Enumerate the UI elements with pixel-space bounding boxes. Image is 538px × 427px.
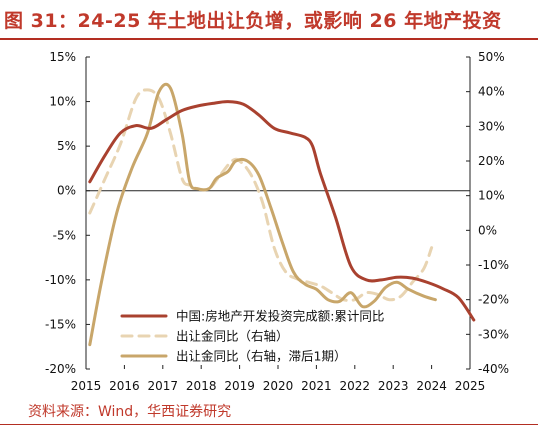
left-tick-label: -5% — [53, 228, 76, 242]
left-tick-label: 10% — [49, 95, 76, 109]
axes — [85, 56, 471, 370]
bottom-divider — [0, 424, 538, 425]
x-tick-label: 2016 — [109, 379, 140, 393]
source-note: 资料来源：Wind，华西证券研究 — [28, 404, 232, 420]
right-tick-label: 30% — [478, 119, 505, 133]
x-tick-label: 2018 — [186, 379, 217, 393]
left-tick-label: -15% — [45, 317, 76, 331]
series-line-1 — [88, 88, 434, 303]
left-tick-label: 15% — [49, 50, 76, 64]
right-tick-label: 20% — [478, 154, 505, 168]
x-tick-label: 2017 — [148, 379, 179, 393]
right-tick-label: -10% — [478, 258, 509, 272]
right-tick-label: -40% — [478, 362, 509, 376]
tick-labels: 15% 10% 5% 0% -5% -10% -15% -20% 50% 40% 30% 20% 10%… — [45, 50, 509, 393]
right-tick-label: -30% — [478, 327, 509, 341]
left-tick-label: -20% — [45, 362, 76, 376]
right-tick-label: 50% — [478, 50, 505, 64]
left-tick-label: 5% — [57, 139, 76, 153]
right-tick-label: 40% — [478, 85, 505, 99]
left-tick-label: 0% — [57, 184, 76, 198]
x-tick-label: 2021 — [301, 379, 332, 393]
x-tick-label: 2019 — [224, 379, 255, 393]
chart-title: 图 31：24-25 年土地出让负增，或影响 26 年地产投资 — [4, 10, 502, 32]
x-tick-label: 2023 — [378, 379, 409, 393]
x-tick-label: 2020 — [263, 379, 294, 393]
right-tick-label: -20% — [478, 293, 509, 307]
series-lines — [88, 82, 476, 347]
title-divider — [0, 38, 538, 40]
legend-label-0: 中国:房地产开发投资完成额:累计同比 — [176, 309, 384, 324]
x-tick-label: 2022 — [340, 379, 371, 393]
series-line-2 — [88, 82, 437, 347]
right-tick-label: 0% — [478, 223, 497, 237]
legend-label-2: 出让金同比（右轴，滞后1期） — [176, 349, 346, 364]
series-line-0 — [88, 100, 476, 322]
x-tick-label: 2025 — [455, 379, 486, 393]
x-tick-label: 2015 — [71, 379, 102, 393]
x-tick-label: 2024 — [416, 379, 447, 393]
legend-label-1: 出让金同比（右轴） — [176, 329, 289, 344]
left-tick-label: -10% — [45, 273, 76, 287]
right-tick-label: 10% — [478, 189, 505, 203]
